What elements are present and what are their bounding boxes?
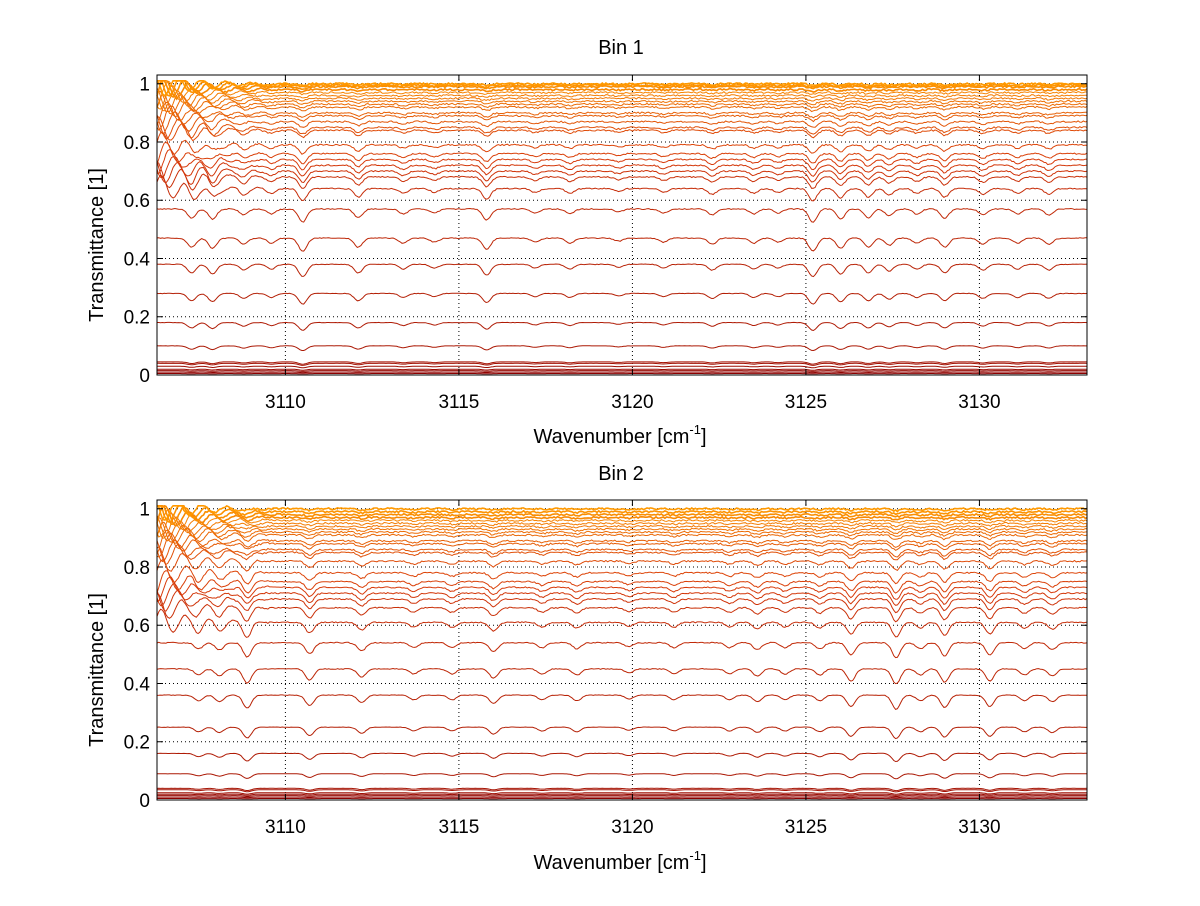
y-tick-label: 0.6 bbox=[124, 616, 150, 637]
x-tick-label: 3110 bbox=[265, 817, 306, 838]
x-tick-label: 3130 bbox=[958, 392, 1000, 413]
x-axis-label-suffix: ] bbox=[701, 426, 707, 448]
x-tick-label: 3110 bbox=[265, 392, 306, 413]
x-axis-label-sup: -1 bbox=[689, 422, 701, 437]
series-line bbox=[157, 560, 1087, 584]
y-tick-label: 0.6 bbox=[124, 191, 150, 212]
y-tick-label: 0.2 bbox=[124, 308, 150, 329]
spectra bbox=[157, 81, 1087, 374]
chart-title: Bin 2 bbox=[598, 463, 644, 485]
series-line bbox=[157, 774, 1087, 779]
x-axis-label: Wavenumber [cm-1] bbox=[533, 422, 706, 448]
plot-bin-1: Bin 1 Transmittance [1] Wavenumber [cm-1… bbox=[86, 37, 1087, 448]
series-line bbox=[157, 106, 1087, 130]
y-axis-label: Transmittance [1] bbox=[86, 168, 108, 322]
y-tick-label: 0.2 bbox=[124, 733, 150, 754]
series-line bbox=[157, 695, 1087, 710]
series-line bbox=[157, 797, 1087, 798]
axes-frame bbox=[157, 75, 1087, 375]
series-line bbox=[157, 727, 1087, 739]
y-tick-label: 1 bbox=[139, 75, 150, 96]
series-line bbox=[157, 369, 1087, 370]
y-tick-label: 0 bbox=[139, 791, 150, 812]
x-tick-label: 3125 bbox=[785, 392, 827, 413]
series-line bbox=[157, 642, 1087, 657]
series-line bbox=[157, 132, 1087, 154]
x-tick-label: 3130 bbox=[958, 817, 1000, 838]
y-tick-label: 0.4 bbox=[124, 249, 151, 270]
series-line bbox=[157, 209, 1087, 223]
x-axis-label-suffix: ] bbox=[701, 852, 707, 874]
grid bbox=[157, 75, 1087, 375]
chart-title: Bin 1 bbox=[598, 37, 644, 59]
x-tick-label: 3115 bbox=[438, 392, 479, 413]
x-axis-label-main: Wavenumber [cm bbox=[533, 852, 689, 874]
y-tick-label: 0.4 bbox=[124, 674, 151, 695]
x-axis-label: Wavenumber [cm-1] bbox=[533, 848, 706, 874]
y-tick-label: 0.8 bbox=[124, 558, 150, 579]
y-tick-label: 0.8 bbox=[124, 133, 150, 154]
series-line bbox=[157, 162, 1087, 190]
y-axis-label: Transmittance [1] bbox=[86, 593, 108, 747]
x-axis-label-sup: -1 bbox=[689, 848, 701, 863]
series-line bbox=[157, 609, 1087, 637]
series-line bbox=[157, 366, 1087, 368]
series-line bbox=[157, 753, 1087, 761]
series-line bbox=[157, 293, 1087, 304]
x-tick-label: 3125 bbox=[785, 817, 827, 838]
x-tick-label: 3120 bbox=[611, 817, 653, 838]
series-line bbox=[157, 518, 1087, 543]
series-line bbox=[157, 322, 1087, 330]
series-line bbox=[157, 371, 1087, 372]
series-line bbox=[157, 372, 1087, 373]
series-line bbox=[157, 669, 1087, 684]
series-line bbox=[157, 363, 1087, 365]
y-tick-label: 1 bbox=[139, 500, 150, 521]
x-axis-label-main: Wavenumber [cm bbox=[533, 426, 689, 448]
x-tick-label: 3120 bbox=[611, 392, 653, 413]
y-tick-label: 0 bbox=[139, 366, 150, 387]
plot-bin-2: Bin 2 Transmittance [1] Wavenumber [cm-1… bbox=[86, 463, 1087, 874]
spectra bbox=[157, 506, 1087, 799]
x-tick-label: 3115 bbox=[438, 817, 479, 838]
series-line bbox=[157, 238, 1087, 251]
series-line bbox=[157, 346, 1087, 351]
series-line bbox=[157, 264, 1087, 277]
series-line bbox=[157, 796, 1087, 797]
